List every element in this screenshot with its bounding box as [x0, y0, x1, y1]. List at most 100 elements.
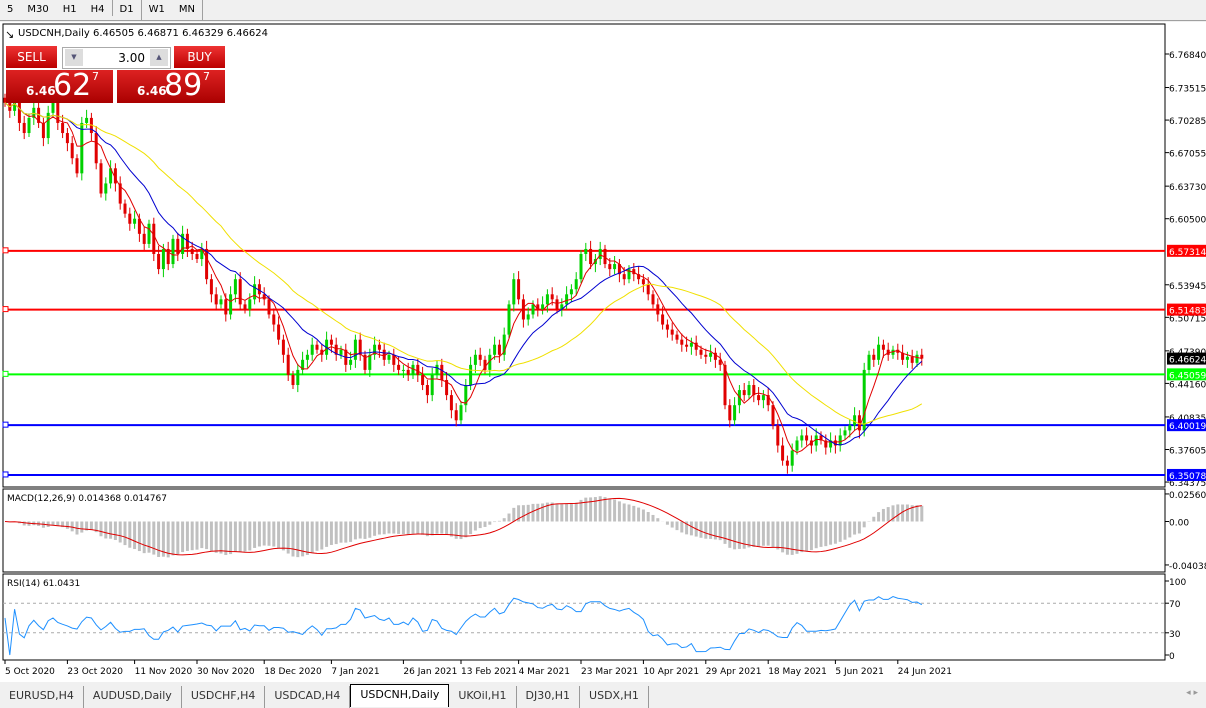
macd-histogram-bar [906, 504, 909, 521]
macd-tick-label: 0.00 [1169, 519, 1189, 529]
sell-button[interactable]: SELL [6, 46, 57, 68]
macd-histogram-bar [296, 522, 299, 558]
candle-body [762, 395, 765, 400]
date-label: 24 Jun 2021 [898, 667, 952, 677]
tf-m30[interactable]: M30 [20, 0, 55, 20]
macd-histogram-bar [920, 506, 923, 522]
macd-histogram-bar [714, 522, 717, 540]
macd-histogram-bar [776, 522, 779, 550]
tab-usdcnh[interactable]: USDCNH,Daily [350, 684, 449, 707]
rsi-pane-frame [3, 574, 1165, 660]
macd-histogram-bar [863, 522, 866, 528]
candle-body [354, 340, 357, 360]
buy-price[interactable]: 6.46 89 7 [117, 70, 225, 103]
buy-price-prefix: 6.46 [137, 84, 167, 98]
tf-mn[interactable]: MN [172, 0, 203, 20]
tab-ukoil[interactable]: UKOil,H1 [449, 686, 516, 708]
candle-body [176, 239, 179, 254]
level-price-label: 6.45059 [1169, 371, 1206, 381]
macd-histogram-bar [220, 522, 223, 554]
candle-body [565, 294, 568, 304]
macd-histogram-bar [637, 508, 640, 522]
lot-increase-icon[interactable]: ▲ [150, 49, 168, 66]
macd-histogram-bar [608, 499, 611, 522]
candle-body [229, 294, 232, 314]
one-click-arrow-icon[interactable]: ↘ [5, 28, 14, 41]
macd-histogram-bar [128, 522, 131, 548]
tf-h4[interactable]: H4 [84, 0, 112, 20]
tf-h1[interactable]: H1 [56, 0, 84, 20]
candle-body [882, 345, 885, 350]
lot-size-input[interactable]: ▼ 3.00 ▲ [62, 47, 171, 69]
macd-histogram-bar [877, 512, 880, 521]
tab-usdchf[interactable]: USDCHF,H4 [182, 686, 266, 708]
tab-eurusd[interactable]: EURUSD,H4 [0, 686, 84, 708]
macd-histogram-bar [349, 522, 352, 542]
macd-tick-label: -0.04038 [1169, 562, 1206, 572]
macd-histogram-bar [642, 510, 645, 522]
price-tick-label: 6.67055 [1169, 150, 1206, 160]
candle-body [421, 375, 424, 385]
macd-histogram-bar [388, 522, 391, 534]
candle-body [61, 123, 64, 133]
lot-value[interactable]: 3.00 [118, 51, 145, 65]
macd-histogram-bar [824, 522, 827, 547]
macd-histogram-bar [508, 514, 511, 522]
macd-histogram-bar [148, 522, 151, 553]
macd-histogram-bar [253, 522, 256, 548]
candle-body [623, 274, 626, 279]
buy-button[interactable]: BUY [174, 46, 225, 68]
candle-body [517, 279, 520, 299]
macd-histogram-bar [733, 522, 736, 550]
macd-histogram-bar [522, 505, 525, 521]
tf-5[interactable]: 5 [0, 0, 20, 20]
candle-body [340, 350, 343, 355]
candle-body [671, 330, 674, 335]
candle-body [330, 340, 333, 345]
tab-usdcad[interactable]: USDCAD,H4 [265, 686, 350, 708]
tab-scroll-arrows-icon[interactable]: ◂ ▸ [1186, 688, 1198, 698]
price-chart[interactable]: 6.768406.735156.702856.670556.637306.605… [0, 22, 1206, 682]
macd-histogram-bar [344, 522, 347, 543]
level-handle [3, 472, 8, 477]
tab-audusd[interactable]: AUDUSD,Daily [84, 686, 182, 708]
candle-body [306, 355, 309, 360]
date-label: 29 Apr 2021 [706, 667, 762, 677]
tab-usdx[interactable]: USDX,H1 [580, 686, 649, 708]
macd-histogram-bar [815, 522, 818, 549]
macd-histogram-bar [503, 518, 506, 521]
candle-body [402, 370, 405, 371]
candle-body [152, 224, 155, 254]
macd-histogram-bar [440, 522, 443, 534]
candle-body [412, 365, 415, 375]
candle-body [143, 234, 146, 244]
macd-histogram-bar [364, 522, 367, 539]
sell-price[interactable]: 6.46 62 7 [6, 70, 113, 103]
tf-w1[interactable]: W1 [142, 0, 172, 20]
tf-d1[interactable]: D1 [113, 0, 142, 20]
macd-histogram-bar [800, 522, 803, 553]
lot-decrease-icon[interactable]: ▼ [65, 49, 83, 66]
macd-histogram-bar [282, 522, 285, 551]
macd-histogram-bar [90, 522, 93, 531]
date-label: 5 Oct 2020 [5, 667, 55, 677]
sell-price-prefix: 6.46 [26, 84, 56, 98]
macd-histogram-bar [786, 522, 789, 555]
candle-body [839, 435, 842, 445]
timeframe-toolbar: 5 M30 H1 H4 D1 W1 MN [0, 0, 1206, 21]
candle-body [796, 440, 799, 450]
candle-body [868, 355, 871, 370]
macd-histogram-bar [532, 504, 535, 522]
candle-body [680, 340, 683, 345]
candle-body [676, 335, 679, 340]
tab-dj30[interactable]: DJ30,H1 [517, 686, 580, 708]
candle-body [877, 345, 880, 360]
macd-histogram-bar [215, 522, 218, 553]
macd-histogram-bar [412, 522, 415, 534]
candle-body [733, 405, 736, 420]
candle-body [748, 385, 751, 395]
macd-histogram-bar [748, 522, 751, 548]
current-price-label: 6.46624 [1169, 356, 1206, 366]
date-label: 23 Mar 2021 [581, 667, 638, 677]
macd-histogram-bar [834, 522, 837, 544]
